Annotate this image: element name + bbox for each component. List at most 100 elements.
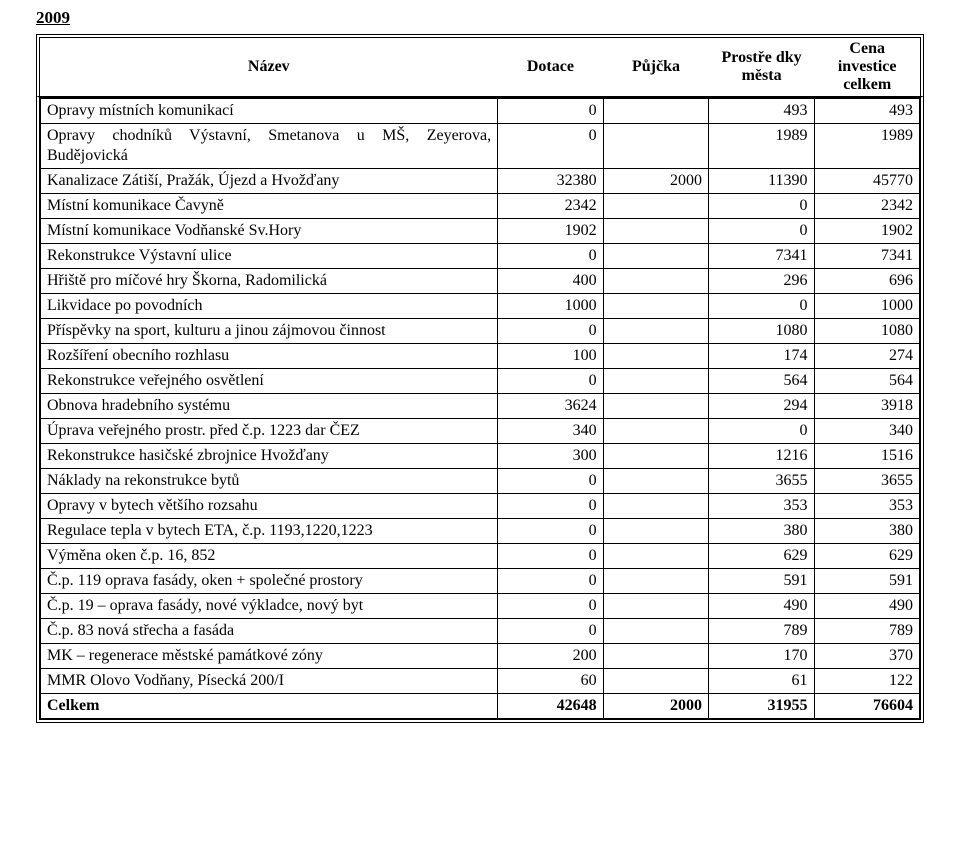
cell-name: Hřiště pro míčové hry Škorna, Radomilick… [41,269,498,294]
cell-a: 60 [498,669,603,694]
cell-d: 3918 [814,394,920,419]
cell-c: 591 [709,569,814,594]
cell-d: 629 [814,544,920,569]
table-row: Č.p. 19 – oprava fasády, nové výkladce, … [41,594,920,619]
cell-d: 1516 [814,444,920,469]
cell-d: 696 [814,269,920,294]
table-row: Č.p. 83 nová střecha a fasáda0789789 [41,619,920,644]
cell-a: 300 [498,444,603,469]
cell-b [603,344,708,369]
table-row: Č.p. 119 oprava fasády, oken + společné … [41,569,920,594]
cell-d: 564 [814,369,920,394]
cell-b [603,569,708,594]
cell-b [603,419,708,444]
cell-b [603,99,708,124]
cell-c: 629 [709,544,814,569]
cell-a: 0 [498,244,603,269]
cell-name: Rekonstrukce hasičské zbrojnice Hvožďany [41,444,498,469]
cell-d: 340 [814,419,920,444]
col-header-cena: Cena investice celkem [814,38,920,96]
table-header: Název Dotace Půjčka Prostře dky města Ce… [40,38,920,96]
cell-d: 591 [814,569,920,594]
cell-d: 380 [814,519,920,544]
table-row: MK – regenerace městské památkové zóny20… [41,644,920,669]
cell-c: 0 [709,194,814,219]
cell-name: Výměna oken č.p. 16, 852 [41,544,498,569]
cell-name: Rekonstrukce veřejného osvětlení [41,369,498,394]
cell-b [603,269,708,294]
cell-a: 0 [498,99,603,124]
cell-c: 493 [709,99,814,124]
cell-name: MMR Olovo Vodňany, Písecká 200/I [41,669,498,694]
cell-b [603,644,708,669]
cell-b [603,194,708,219]
cell-name: Opravy místních komunikací [41,99,498,124]
cell-name: Místní komunikace Vodňanské Sv.Hory [41,219,498,244]
table-row: Náklady na rekonstrukce bytů036553655 [41,469,920,494]
cell-c: 1989 [709,124,814,169]
table-row: Příspěvky na sport, kulturu a jinou zájm… [41,319,920,344]
cell-name: Rozšíření obecního rozhlasu [41,344,498,369]
cell-name: MK – regenerace městské památkové zóny [41,644,498,669]
cell-d: 1989 [814,124,920,169]
cell-b [603,669,708,694]
cell-c: 789 [709,619,814,644]
cell-name: Regulace tepla v bytech ETA, č.p. 1193,1… [41,519,498,544]
cell-a: 400 [498,269,603,294]
year-heading: 2009 [36,8,924,28]
cell-b [603,394,708,419]
cell-c: 0 [709,219,814,244]
cell-a: 32380 [498,169,603,194]
cell-c: 380 [709,519,814,544]
cell-b [603,494,708,519]
cell-c: 564 [709,369,814,394]
cell-a: 0 [498,619,603,644]
cell-name: Místní komunikace Čavyně [41,194,498,219]
cell-c: 296 [709,269,814,294]
cell-a: 1902 [498,219,603,244]
cell-d: 789 [814,619,920,644]
cell-a: 0 [498,594,603,619]
cell-a: 0 [498,369,603,394]
cell-c: 490 [709,594,814,619]
cell-name: Likvidace po povodních [41,294,498,319]
cell-b [603,519,708,544]
cell-name: Kanalizace Zátiší, Pražák, Újezd a Hvožď… [41,169,498,194]
cell-a: 0 [498,319,603,344]
cell-b [603,469,708,494]
cell-d: 1080 [814,319,920,344]
cell-a: 0 [498,494,603,519]
col-header-prostredky: Prostře dky města [709,38,815,96]
table-row: Opravy v bytech většího rozsahu0353353 [41,494,920,519]
cell-d: 3655 [814,469,920,494]
cell-d: 274 [814,344,920,369]
cell-c: 0 [709,294,814,319]
cell-d: 2342 [814,194,920,219]
cell-name: Obnova hradebního systému [41,394,498,419]
cell-d: 370 [814,644,920,669]
table-row: Rekonstrukce hasičské zbrojnice Hvožďany… [41,444,920,469]
cell-c: 353 [709,494,814,519]
cell-a: 0 [498,569,603,594]
cell-c: 0 [709,419,814,444]
table-row: Rozšíření obecního rozhlasu100174274 [41,344,920,369]
table-row: Rekonstrukce Výstavní ulice073417341 [41,244,920,269]
table-row: Místní komunikace Čavyně234202342 [41,194,920,219]
table-row: Rekonstrukce veřejného osvětlení0 564564 [41,369,920,394]
cell-name: Opravy chodníků Výstavní, Smetanova u MŠ… [41,124,498,169]
table-row: Výměna oken č.p. 16, 8520629629 [41,544,920,569]
col-header-pujcka: Půjčka [603,38,709,96]
cell-c: 7341 [709,244,814,269]
table-row: Úprava veřejného prostr. před č.p. 1223 … [41,419,920,444]
table-row: MMR Olovo Vodňany, Písecká 200/I6061122 [41,669,920,694]
table-row: Opravy místních komunikací0493493 [41,99,920,124]
cell-a: 0 [498,519,603,544]
cell-b [603,319,708,344]
table-row: Likvidace po povodních100001000 [41,294,920,319]
cell-a: 42648 [498,694,603,719]
cell-b [603,444,708,469]
cell-name: Č.p. 119 oprava fasády, oken + společné … [41,569,498,594]
cell-b [603,219,708,244]
table-body-frame: Opravy místních komunikací0493493Opravy … [36,96,924,723]
cell-b: 2000 [603,694,708,719]
